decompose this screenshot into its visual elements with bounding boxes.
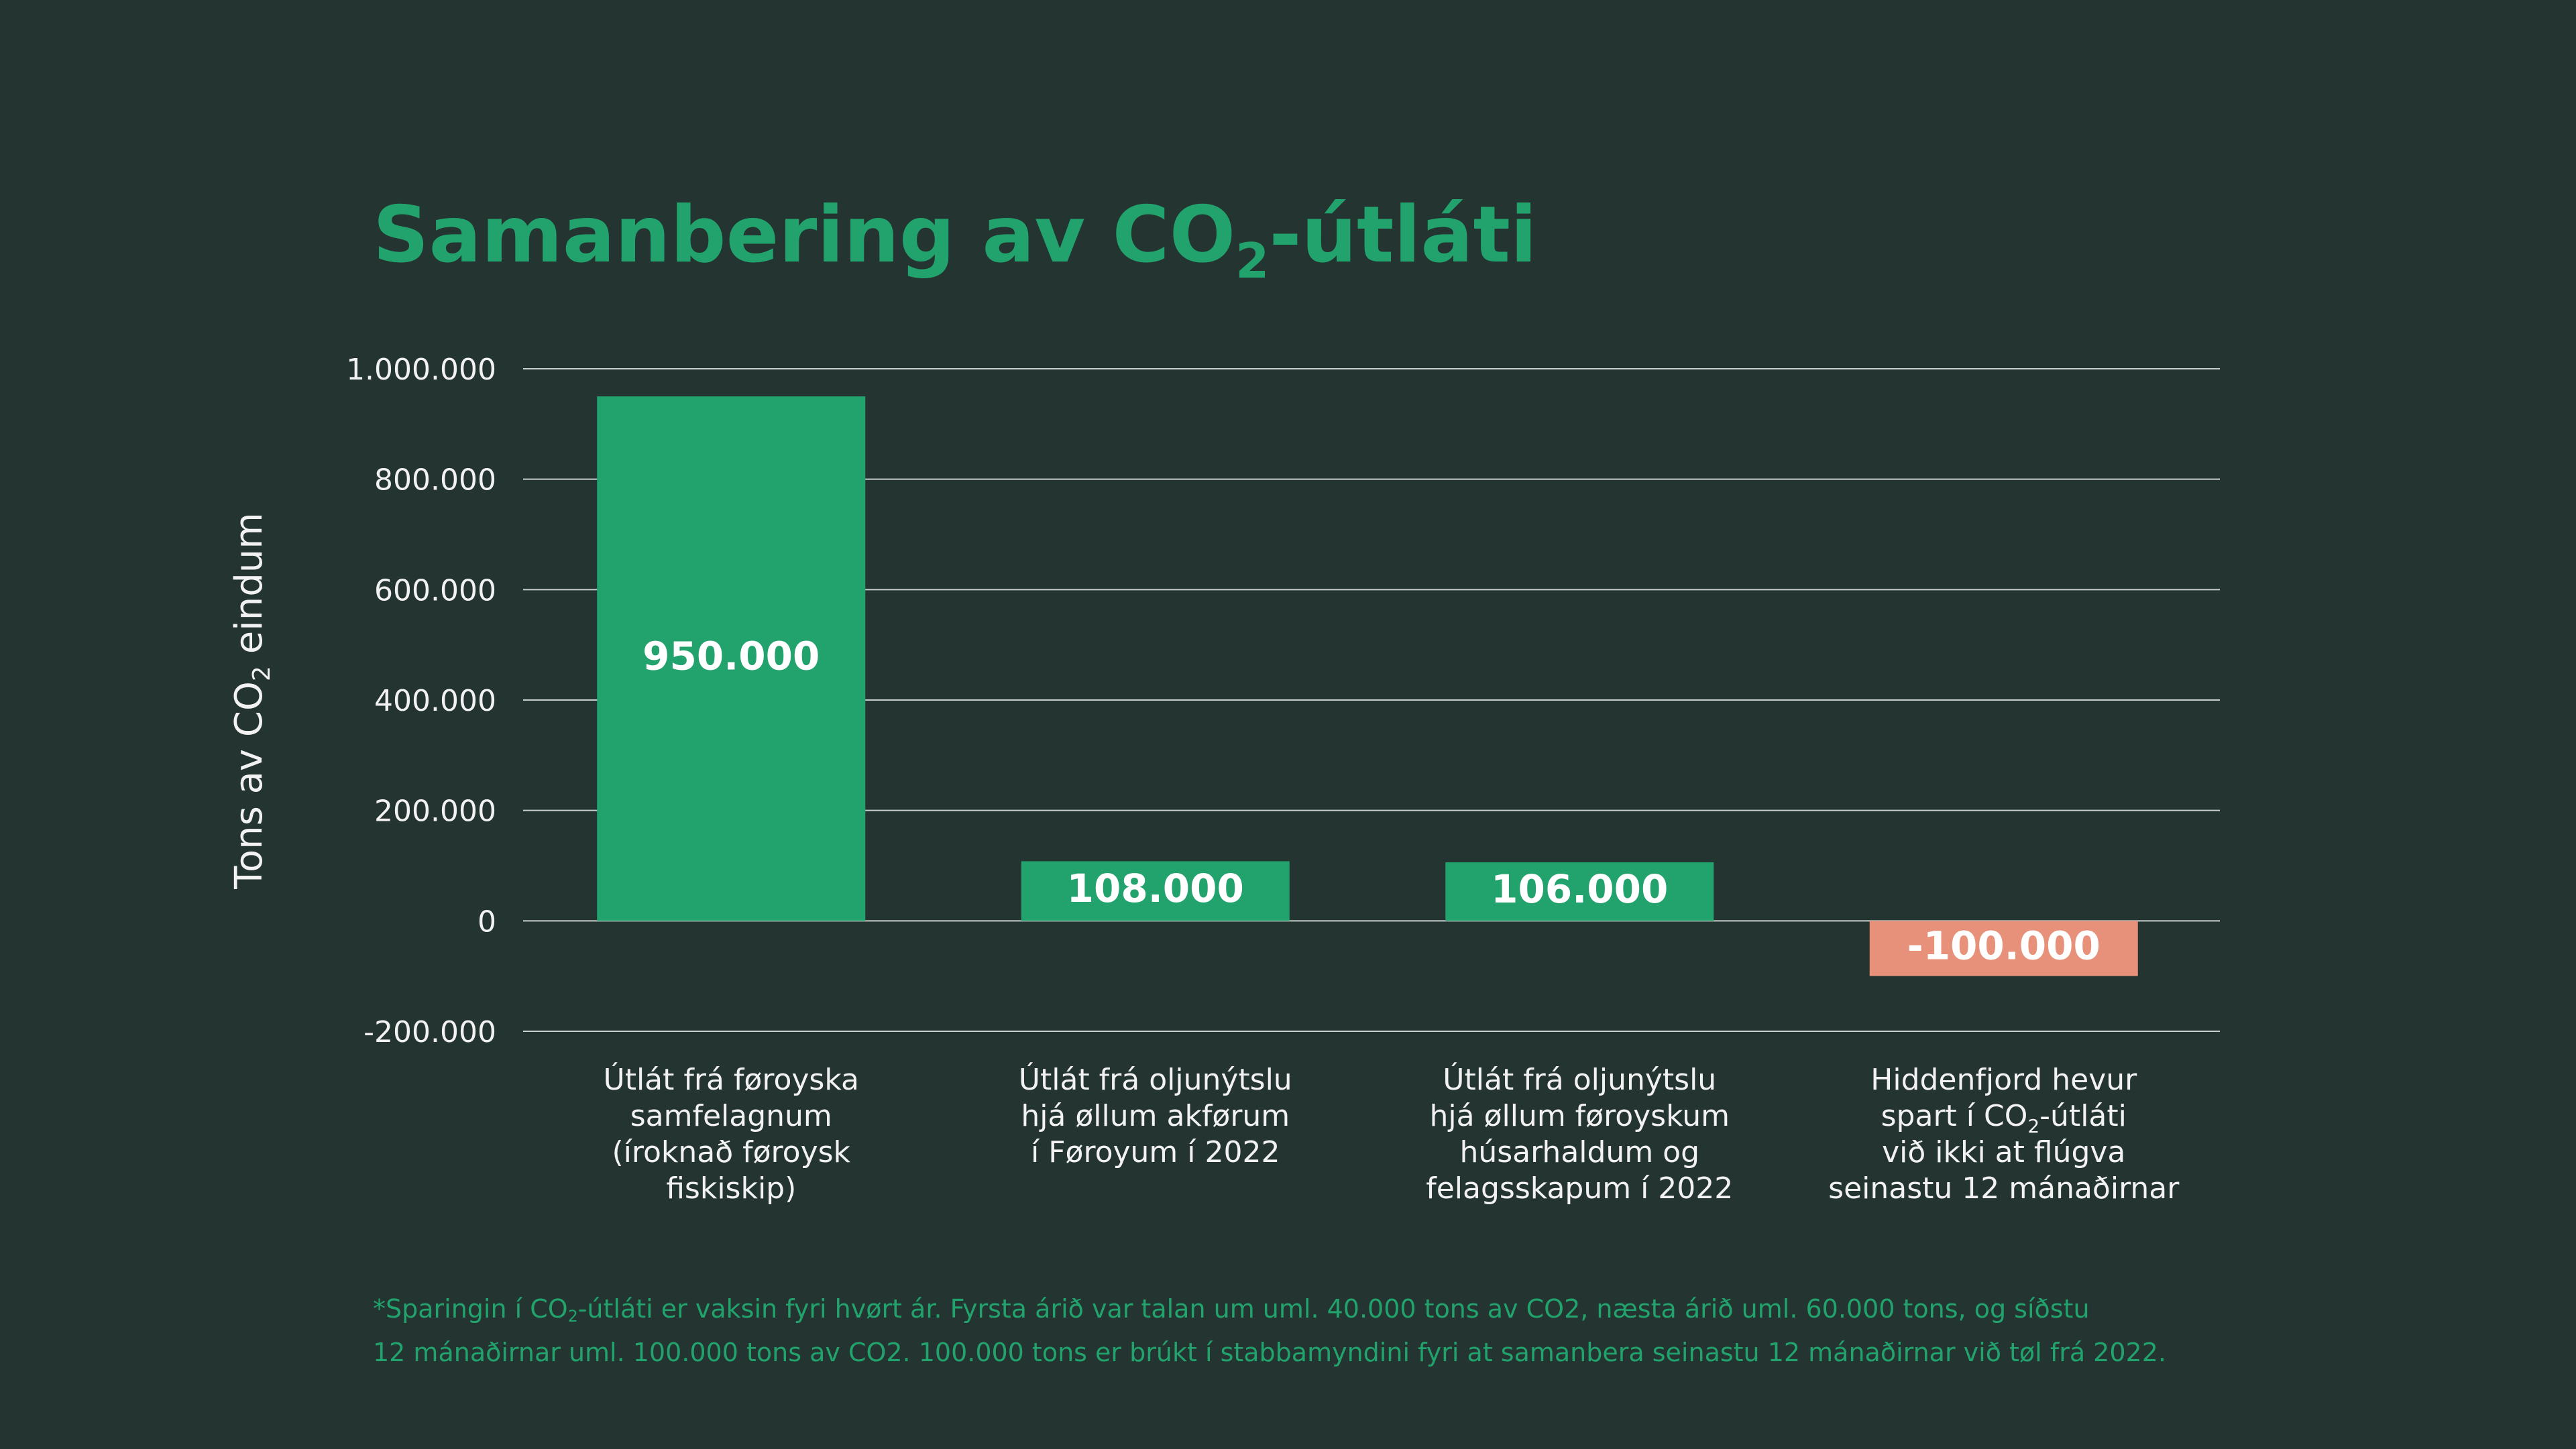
chart-title-suffix: -útláti — [1269, 190, 1536, 280]
y-tick-label: 800.000 — [374, 463, 496, 498]
bar — [597, 396, 866, 921]
x-tick-label-line: húsarhaldum og — [1459, 1135, 1699, 1169]
chart-title: Samanbering av CO2-útláti — [373, 190, 1537, 289]
bar — [1445, 862, 1714, 921]
footnote-line-1: *Sparingin í CO2-útláti er vaksin fyri h… — [373, 1291, 2385, 1334]
y-axis-ticks: 1.000.000 800.000 600.000 400.000 200.000 0 -2… — [346, 353, 496, 1049]
x-tick-label-line: Útlát frá oljunýtslu — [1443, 1061, 1716, 1097]
x-tick-label-line: (íroknað føroysk — [612, 1135, 850, 1169]
bar-value-label: 108.000 — [1067, 866, 1244, 911]
bar — [1869, 921, 2138, 976]
y-axis-label-suffix: eindum — [227, 512, 271, 666]
x-tick-label-line: spart í CO2-útláti — [1881, 1099, 2127, 1137]
footnote-text-2: -útláti er vaksin fyri hvørt ár. Fyrsta … — [577, 1294, 2090, 1324]
bar-value-label: 950.000 — [642, 633, 820, 679]
x-tick-label: Útlát frá oljunýtslu hjá øllum føroyskum h… — [1426, 1061, 1733, 1206]
x-axis-labels: Útlát frá føroyska samfelagnum (íroknað fø… — [604, 1061, 2180, 1206]
x-tick-label-line: hjá øllum føroyskum — [1430, 1099, 1730, 1133]
chart-title-subscript: 2 — [1235, 233, 1269, 289]
bar-value-label: -100.000 — [1907, 923, 2101, 969]
x-tick-label-line: felagsskapum í 2022 — [1426, 1171, 1733, 1206]
y-tick-label: 1.000.000 — [346, 353, 496, 387]
x-tick-label-text: spart í CO — [1881, 1099, 2028, 1133]
y-tick-label: 600.000 — [374, 573, 496, 607]
y-axis-label: Tons av CO2 eindum — [227, 512, 276, 890]
x-tick-label-line: í Føroyum í 2022 — [1031, 1135, 1280, 1169]
x-tick-label-line: seinastu 12 mánaðirnar — [1828, 1171, 2180, 1206]
chart-title-main: Samanbering av CO — [373, 190, 1235, 280]
y-axis-label-subscript: 2 — [248, 666, 276, 681]
x-tick-label-line: Hiddenfjord hevur — [1870, 1063, 2137, 1097]
y-tick-label: 0 — [478, 905, 496, 939]
y-axis-label-main: Tons av CO — [227, 681, 271, 890]
bar-value-label: 106.000 — [1491, 866, 1668, 912]
bar — [1021, 861, 1290, 921]
x-tick-label-line: samfelagnum — [630, 1099, 832, 1133]
x-tick-label-text: -útláti — [2039, 1099, 2127, 1133]
x-tick-label-line: Útlát frá oljunýtslu — [1019, 1061, 1292, 1097]
y-tick-label: -200.000 — [363, 1015, 496, 1049]
footnote: *Sparingin í CO2-útláti er vaksin fyri h… — [373, 1291, 2385, 1371]
footnote-line-2: 12 mánaðirnar uml. 100.000 tons av CO2. … — [373, 1337, 2166, 1367]
value-labels: 950.000 108.000 106.000 -100.000 — [642, 633, 2101, 968]
x-tick-label-subscript: 2 — [2027, 1115, 2039, 1137]
x-tick-label-line: við ikki at flúgva — [1882, 1135, 2125, 1169]
y-tick-label: 200.000 — [374, 795, 496, 829]
x-tick-label-line: fiskiskip) — [666, 1171, 796, 1206]
x-tick-label: Hiddenfjord hevur spart í CO2-útláti við i… — [1828, 1063, 2180, 1206]
footnote-subscript: 2 — [567, 1306, 578, 1326]
x-tick-label: Útlát frá føroyska samfelagnum (íroknað fø… — [604, 1061, 860, 1206]
bars — [597, 396, 2138, 976]
x-tick-label: Útlát frá oljunýtslu hjá øllum akførum í F… — [1019, 1061, 1292, 1169]
x-tick-label-line: hjá øllum akførum — [1021, 1099, 1290, 1133]
footnote-text-1: *Sparingin í CO — [373, 1294, 568, 1324]
y-tick-label: 400.000 — [374, 684, 496, 718]
x-tick-label-line: Útlát frá føroyska — [604, 1061, 860, 1097]
